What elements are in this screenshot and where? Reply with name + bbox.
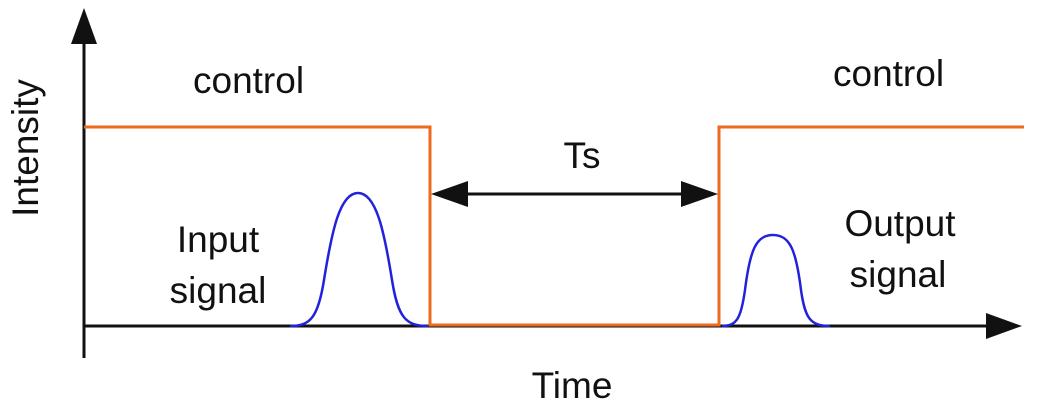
output-signal-pulse: [721, 233, 831, 328]
ts-double-arrow: [431, 181, 718, 207]
output-signal-label-line1: Output: [844, 203, 956, 244]
x-axis-label: Time: [532, 365, 613, 406]
input-signal-pulse: [289, 191, 429, 328]
x-axis-arrowhead: [986, 313, 1022, 339]
ts-label: Ts: [564, 135, 601, 176]
ts-arrowhead-right: [681, 181, 718, 207]
control-label-left: control: [193, 60, 304, 101]
output-signal-label-line2: signal: [850, 254, 947, 295]
input-signal-label-line2: signal: [170, 270, 267, 311]
y-axis-arrowhead: [71, 8, 97, 44]
ts-arrowhead-left: [431, 181, 468, 207]
y-axis-label: Intensity: [5, 79, 46, 217]
control-label-right: control: [833, 53, 944, 94]
y-axis: [71, 8, 97, 358]
input-signal-label-line1: Input: [177, 219, 260, 260]
control-waveform: [84, 125, 1024, 327]
